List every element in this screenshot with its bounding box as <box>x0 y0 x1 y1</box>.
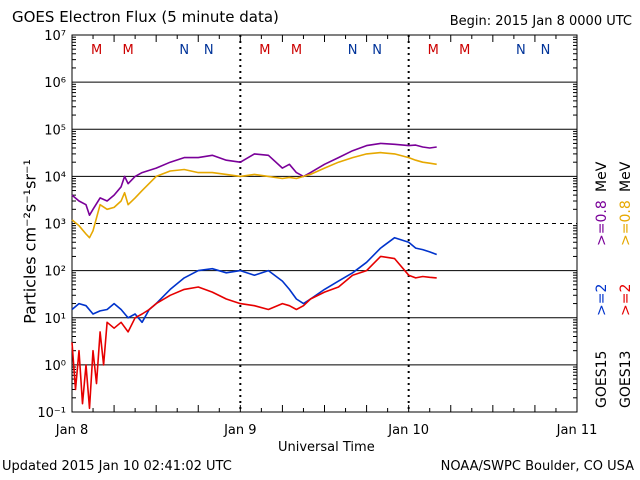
series-line-goes13-2mev <box>71 255 437 410</box>
legend-goes15: GOES15 <box>594 351 610 408</box>
day-marker-m: M <box>428 43 439 58</box>
legend-goes15-2mev: >=2 <box>594 284 610 316</box>
y-tick-label: 10² <box>44 265 66 280</box>
series-line-goes15-2mev <box>71 236 437 324</box>
day-marker-m: M <box>123 43 134 58</box>
y-tick-label: 10⁵ <box>44 123 66 138</box>
day-marker-m: M <box>259 43 270 58</box>
y-tick-label: 10¹ <box>44 312 66 327</box>
begin-time: Begin: 2015 Jan 8 0000 UTC <box>449 14 632 29</box>
legend-mev-unit: MeV <box>594 161 610 192</box>
y-axis-ticks: 10⁻¹ 10⁰ 10¹ 10² 10³ 10⁴ 10⁵ 10⁶ 10⁷ <box>37 29 577 421</box>
legend-mev-unit-2: MeV <box>618 161 634 192</box>
x-axis-ticks: Jan 8 Jan 9 Jan 10 Jan 11 <box>55 35 598 438</box>
x-tick-label: Jan 10 <box>387 423 429 438</box>
legend-goes13-2mev: >=2 <box>618 284 634 316</box>
x-tick-label: Jan 8 <box>55 423 88 438</box>
series-line-goes15-08mev <box>71 142 437 216</box>
day-marker-m: M <box>91 43 102 58</box>
day-marker-n: N <box>372 43 382 58</box>
y-tick-label: 10⁶ <box>44 76 66 91</box>
series-lines <box>71 142 437 410</box>
series-line-goes13-08mev <box>71 151 437 239</box>
day-marker-n: N <box>516 43 526 58</box>
legend-goes13: GOES13 <box>618 351 634 408</box>
y-tick-label: 10⁰ <box>44 359 66 374</box>
credit-text: NOAA/SWPC Boulder, CO USA <box>440 459 634 474</box>
y-tick-label: 10⁻¹ <box>37 406 66 421</box>
day-marker-n: N <box>179 43 189 58</box>
y-tick-label: 10³ <box>44 218 66 233</box>
day-marker-n: N <box>348 43 358 58</box>
chart-title: GOES Electron Flux (5 minute data) <box>12 8 279 26</box>
day-marker-n: N <box>204 43 214 58</box>
updated-timestamp: Updated 2015 Jan 10 02:41:02 UTC <box>2 459 232 474</box>
legend-goes15-08mev: >=0.8 <box>594 200 610 246</box>
right-legend: GOES15 GOES13 >=2 >=2 >=0.8 >=0.8 MeV Me… <box>594 161 634 408</box>
y-tick-label: 10⁷ <box>44 29 66 44</box>
x-axis-label: Universal Time <box>278 440 375 455</box>
day-marker-n: N <box>541 43 551 58</box>
day-marker-m: M <box>459 43 470 58</box>
y-tick-label: 10⁴ <box>44 170 66 185</box>
x-tick-label: Jan 9 <box>223 423 256 438</box>
day-marker-m: M <box>291 43 302 58</box>
x-tick-label: Jan 11 <box>556 423 598 438</box>
grid-lines <box>72 35 577 412</box>
legend-goes13-08mev: >=0.8 <box>618 200 634 246</box>
